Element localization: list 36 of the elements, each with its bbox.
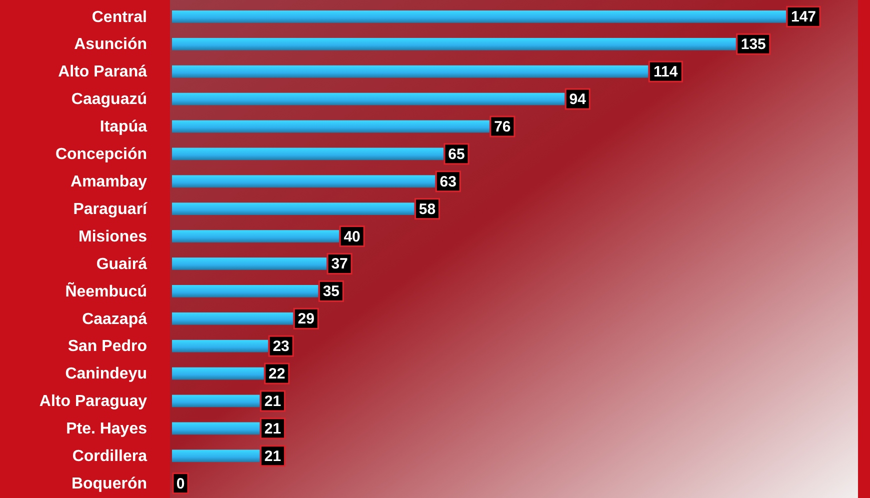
y-tick-label: Paraguarí <box>73 200 148 218</box>
y-tick-label: Alto Paraná <box>58 64 148 81</box>
data-label: 29 <box>298 310 314 328</box>
y-tick-label: Itapúa <box>100 118 148 136</box>
data-label: 37 <box>331 256 348 273</box>
data-label: 35 <box>322 283 340 300</box>
y-tick-label: Asunción <box>74 36 147 54</box>
y-tick-label: Central <box>92 8 147 26</box>
y-tick-label: Concepción <box>55 146 147 164</box>
y-tick-label: Boquerón <box>71 475 147 492</box>
y-tick-label: San Pedro <box>68 338 148 356</box>
data-label: 0 <box>176 475 185 492</box>
data-label: 76 <box>494 118 511 136</box>
y-tick-label: Amambay <box>70 173 148 190</box>
data-label: 94 <box>569 91 587 108</box>
data-label: 135 <box>740 36 766 54</box>
data-label: 114 <box>654 64 678 81</box>
y-tick-label: Ñeembucú <box>65 281 147 300</box>
y-tick-label: Misiones <box>78 228 148 246</box>
data-label: 23 <box>272 338 290 356</box>
y-tick-label: Pte. Hayes <box>66 420 148 438</box>
y-tick-label: Alto Paraguay <box>39 393 148 410</box>
data-label: 58 <box>418 200 436 218</box>
data-label: 21 <box>264 392 282 410</box>
y-tick-label: Canindeyu <box>65 366 147 383</box>
y-tick-label: Cordillera <box>72 448 148 465</box>
y-tick-label: Caaguazú <box>71 91 147 108</box>
y-tick-label: Guairá <box>96 256 148 273</box>
data-label: 22 <box>268 366 286 383</box>
data-label: 21 <box>264 448 282 465</box>
data-label: 63 <box>440 173 456 190</box>
data-label: 147 <box>790 8 816 26</box>
y-tick-label: Caazapá <box>82 310 148 328</box>
data-label: 65 <box>448 146 465 163</box>
data-label: 40 <box>344 228 360 246</box>
data-label: 21 <box>264 420 282 438</box>
